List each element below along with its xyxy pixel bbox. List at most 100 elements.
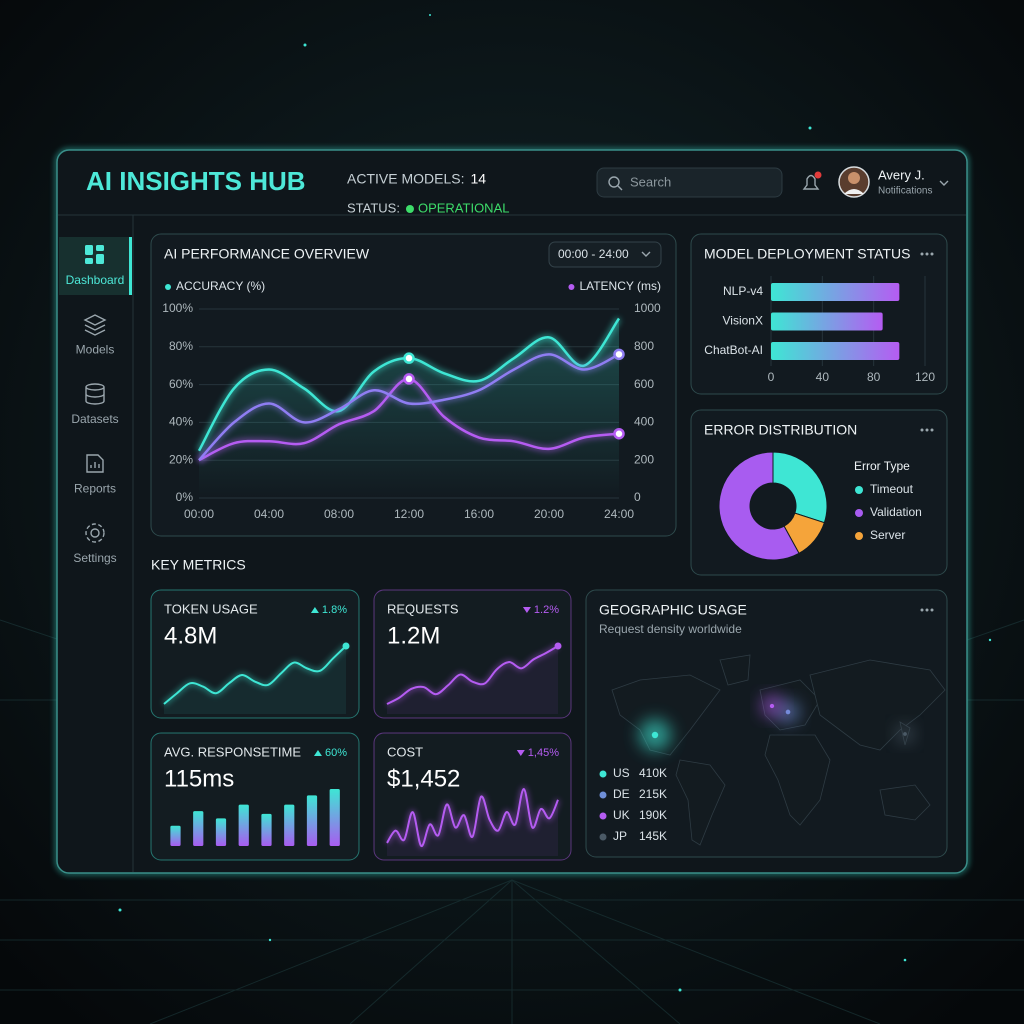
region-value: 145K [639, 829, 667, 843]
sidebar-item[interactable]: Dashboard [66, 273, 125, 287]
sparkline [163, 645, 347, 705]
y2-tick-label: 800 [634, 339, 654, 353]
legend-label: LATENCY (ms) [579, 279, 661, 293]
geo-panel [585, 589, 948, 858]
legend-label: Timeout [870, 482, 914, 496]
legend-swatch [855, 509, 863, 517]
bar [284, 804, 295, 846]
range-selector[interactable] [548, 241, 662, 268]
search-field[interactable] [596, 167, 783, 198]
region-dot [769, 703, 775, 709]
legend-swatch [855, 532, 863, 540]
y-tick-label: 100% [162, 301, 193, 315]
legend-label: Validation [870, 505, 922, 519]
y-tick-label: 40% [169, 415, 193, 429]
metric-title: COST [387, 744, 423, 759]
x-tick-label: 120 [915, 370, 935, 384]
range-chevron[interactable] [641, 251, 651, 257]
notifications-bell[interactable] [802, 171, 822, 190]
legend-swatch [568, 284, 575, 290]
user-menu[interactable]: Avery J. Notifications [838, 166, 949, 198]
x-tick-label: 00:00 [184, 507, 214, 521]
category-label: VisionX [723, 314, 763, 328]
y2-tick-label: 600 [634, 377, 654, 391]
bar [215, 818, 227, 846]
app-title: AI INSIGHTS HUB [86, 166, 306, 196]
dashboard-icon[interactable] [85, 245, 104, 264]
legend-swatch [599, 791, 607, 799]
bar [261, 813, 272, 846]
region-code: US [613, 766, 630, 780]
status-dot [405, 205, 414, 213]
legend-label: Server [870, 528, 905, 542]
metric-change: 1.8% [322, 604, 347, 616]
sidebar-item[interactable]: Models [76, 343, 115, 357]
chevron[interactable] [939, 180, 949, 186]
line [198, 353, 620, 462]
legend-swatch [599, 770, 607, 778]
x-tick-label: 20:00 [534, 507, 564, 521]
sidebar-item[interactable]: Reports [74, 482, 116, 496]
bar [238, 804, 249, 846]
sparkline [386, 787, 559, 848]
y-tick-label: 20% [169, 452, 193, 466]
datasets-icon[interactable] [85, 383, 105, 405]
sparkline-area [164, 646, 346, 714]
search-placeholder: Search [630, 174, 671, 189]
bell-icon[interactable] [802, 174, 820, 190]
models-icon[interactable] [83, 314, 107, 336]
area [199, 318, 619, 498]
chart-title: MODEL DEPLOYMENT STATUS [704, 246, 910, 262]
region-value: 190K [639, 808, 667, 822]
bar [771, 342, 900, 360]
search-box[interactable]: Search [596, 167, 783, 198]
metric-card [373, 732, 572, 861]
y-tick-label: 80% [169, 339, 193, 353]
category-label: NLP-v4 [723, 284, 763, 298]
point [613, 348, 625, 361]
bar [329, 789, 340, 846]
trend-arrow [522, 607, 531, 613]
reports-icon[interactable] [86, 454, 104, 473]
legend-swatch [855, 486, 863, 494]
legend-swatch [165, 284, 171, 290]
category-label: ChatBot-AI [704, 343, 763, 357]
donut-slice [718, 451, 800, 561]
y-tick-label: 60% [169, 377, 193, 391]
x-tick-label: 0 [768, 370, 775, 384]
sparkline-area [387, 646, 558, 714]
bell-badge [814, 171, 822, 179]
region-dot [785, 709, 791, 715]
settings-icon[interactable] [85, 523, 105, 543]
metric-title: AVG. RESPONSETIME [164, 744, 301, 759]
world-map [611, 654, 946, 846]
y2-tick-label: 1000 [634, 301, 661, 315]
donut-slice [772, 451, 828, 524]
sidebar-active-indicator [129, 237, 132, 295]
sparkline-end [554, 642, 562, 650]
range-label: 00:00 - 24:00 [558, 247, 629, 261]
trend-arrow [516, 750, 525, 756]
point [403, 352, 415, 364]
metric-value: 1.2M [387, 622, 440, 649]
point [613, 427, 625, 440]
y2-tick-label: 200 [634, 452, 654, 466]
metric-title: TOKEN USAGE [164, 601, 258, 616]
sidebar-item[interactable]: Settings [73, 551, 116, 565]
bar [170, 825, 181, 846]
metric-change: 60% [325, 747, 347, 759]
x-tick-label: 04:00 [254, 507, 284, 521]
active-models-label: ACTIVE MODELS: [347, 171, 464, 187]
geo-title: GEOGRAPHIC USAGE [599, 602, 747, 618]
metric-change: 1,45% [528, 747, 559, 759]
metric-change: 1.2% [534, 604, 559, 616]
search-icon [608, 176, 620, 188]
more-menus[interactable] [920, 252, 934, 612]
x-tick-label: 40 [816, 370, 830, 384]
metric-title: REQUESTS [387, 601, 459, 616]
sidebar-item[interactable]: Datasets [71, 412, 118, 426]
point [403, 373, 415, 385]
settings-icon[interactable] [90, 528, 100, 538]
user-name: Avery J. [878, 167, 925, 182]
region-code: JP [613, 829, 627, 843]
